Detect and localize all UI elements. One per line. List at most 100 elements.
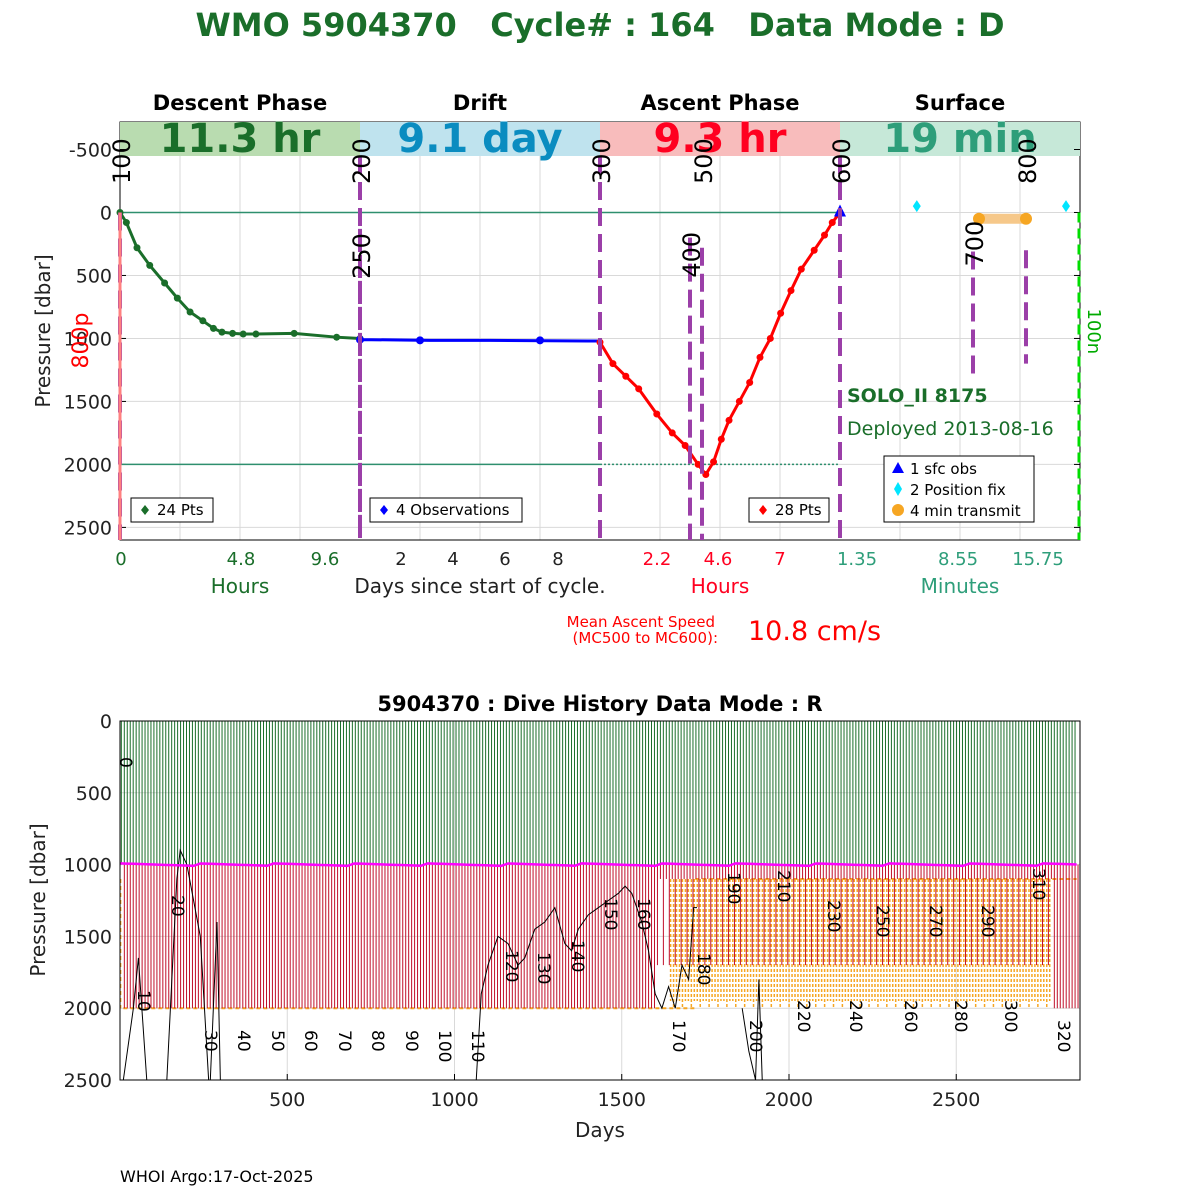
cycle-number-label: 10 bbox=[133, 990, 153, 1012]
mission-code-label: 100 bbox=[108, 138, 136, 184]
descent-point bbox=[199, 317, 207, 325]
legend-surface-marker-0 bbox=[892, 462, 904, 473]
legend-surface-label-0: 1 sfc obs bbox=[910, 460, 977, 478]
cycle-number-label: 90 bbox=[401, 1030, 421, 1052]
cycle-number-label: 50 bbox=[267, 1030, 287, 1052]
ascent-point bbox=[668, 429, 676, 437]
ascent-xtick: 2.2 bbox=[643, 549, 672, 570]
drift-xtick: 4 bbox=[447, 549, 458, 570]
ascent-point bbox=[710, 458, 718, 466]
phase-title-0: Descent Phase bbox=[153, 91, 327, 115]
history-xlabel: Days bbox=[575, 1118, 625, 1142]
mission-code-label: 250 bbox=[348, 233, 376, 279]
descent-line bbox=[118, 211, 361, 340]
phase-title-3: Surface bbox=[915, 91, 1005, 115]
legend-drift-label: 4 Observations bbox=[396, 501, 510, 519]
mission-code-label: 500 bbox=[690, 138, 718, 184]
cycle-number-label: 0 bbox=[115, 757, 135, 768]
cycle-number-label: 30 bbox=[200, 1030, 220, 1052]
ascent-point bbox=[702, 470, 710, 478]
descent-point bbox=[186, 308, 194, 316]
cycle-number-label: 280 bbox=[950, 1000, 970, 1032]
drift-line bbox=[360, 338, 600, 343]
mission-code-label: 800 bbox=[1014, 138, 1042, 184]
float-deployed: Deployed 2013-08-16 bbox=[847, 418, 1054, 440]
transmit-end-point bbox=[1020, 212, 1032, 225]
ascent-speed-value: 10.8 cm/s bbox=[748, 616, 881, 647]
ytick-label: 2000 bbox=[64, 454, 112, 476]
cycle-number-label: 60 bbox=[300, 1030, 320, 1052]
cycle-number-label: 190 bbox=[723, 872, 743, 904]
ascent-point bbox=[609, 360, 617, 368]
descent-point bbox=[209, 324, 217, 332]
ascent-point bbox=[653, 410, 661, 418]
history-ylabel: Pressure [dbar] bbox=[26, 823, 50, 976]
descent-point bbox=[290, 329, 298, 337]
cycle-number-label: 130 bbox=[533, 952, 553, 984]
surface-xtick: 8.55 bbox=[938, 549, 978, 570]
phase-duration-0: 11.3 hr bbox=[160, 116, 321, 162]
phase-duration-2: 9.3 hr bbox=[654, 116, 787, 162]
cycle-number-label: 150 bbox=[600, 898, 620, 930]
history-plot-frame bbox=[119, 720, 1081, 1081]
cycle-number-label: 220 bbox=[793, 1000, 813, 1032]
phase-band-3 bbox=[840, 122, 1080, 156]
legend-descent-label: 24 Pts bbox=[157, 501, 204, 519]
drift-xtick: 6 bbox=[499, 549, 510, 570]
history-xtick-label: 2500 bbox=[932, 1089, 980, 1111]
descent-xtick: 4.8 bbox=[227, 549, 256, 570]
legend-ascent-label: 28 Pts bbox=[775, 501, 822, 519]
mission-code-label: 300 bbox=[588, 138, 616, 184]
phase-band-2 bbox=[600, 122, 840, 156]
descent-point bbox=[333, 333, 341, 341]
descent-point bbox=[122, 219, 130, 227]
history-traces bbox=[120, 721, 1079, 1080]
cycle-number-label: 120 bbox=[501, 950, 521, 982]
cycle-number-label: 250 bbox=[872, 905, 892, 937]
descent-xlabel: Hours bbox=[211, 574, 270, 598]
phase-duration-1: 9.1 day bbox=[397, 116, 562, 162]
history-xtick-label: 2000 bbox=[765, 1089, 813, 1111]
history-ytick-label: 0 bbox=[100, 711, 112, 733]
drift-point bbox=[536, 336, 544, 345]
descent-point bbox=[173, 294, 181, 302]
side-label-left: 800p bbox=[69, 312, 94, 368]
bathymetry-trace bbox=[741, 979, 763, 1080]
cycle-number-label: 160 bbox=[633, 898, 653, 930]
dive-history-chart: 500 1000 1500 2000 250005001000150020002500D… bbox=[26, 692, 1081, 1142]
mission-code-label: 600 bbox=[828, 138, 856, 184]
legend-surface-marker-1 bbox=[894, 482, 902, 496]
cycle-number-label: 320 bbox=[1053, 1020, 1073, 1052]
drift-pressure-trace bbox=[120, 862, 1077, 868]
cycle-number-label: 80 bbox=[367, 1030, 387, 1052]
cycle-number-label: 40 bbox=[233, 1030, 253, 1052]
descent-point bbox=[146, 261, 154, 269]
ascent-point bbox=[694, 460, 702, 468]
descent-xtick: 9.6 bbox=[311, 549, 340, 570]
float-model: SOLO_II 8175 bbox=[847, 385, 988, 407]
ascent-point bbox=[622, 372, 630, 380]
history-ytick-label: 1500 bbox=[64, 926, 112, 948]
ascent-point bbox=[787, 287, 795, 295]
ascent-speed-label-1: Mean Ascent Speed bbox=[567, 613, 715, 631]
cycle-number-label: 210 bbox=[773, 870, 793, 902]
descent-point bbox=[218, 328, 226, 336]
mission-code-label: 200 bbox=[348, 138, 376, 184]
drift-xlabel: Days since start of cycle. bbox=[354, 574, 605, 598]
cycle-number-label: 200 bbox=[745, 1020, 765, 1052]
ascent-point bbox=[777, 309, 785, 317]
phase-band-0 bbox=[120, 122, 360, 156]
cycle-number-label: 270 bbox=[925, 905, 945, 937]
history-title: 5904370 : Dive History Data Mode : R bbox=[377, 692, 822, 716]
ascent-point bbox=[635, 385, 643, 393]
phase-title-2: Ascent Phase bbox=[641, 91, 800, 115]
surface-xtick: 15.75 bbox=[1012, 549, 1064, 570]
descent-point bbox=[239, 330, 247, 338]
descent-xtick: 0 bbox=[115, 549, 126, 570]
cycle-number-label: 290 bbox=[977, 905, 997, 937]
drift-xtick: 8 bbox=[552, 549, 563, 570]
legend-surface-marker-2 bbox=[892, 504, 904, 516]
transmit-start-point bbox=[973, 212, 985, 225]
history-xtick-label: 1500 bbox=[598, 1089, 646, 1111]
ascent-point bbox=[756, 353, 764, 361]
